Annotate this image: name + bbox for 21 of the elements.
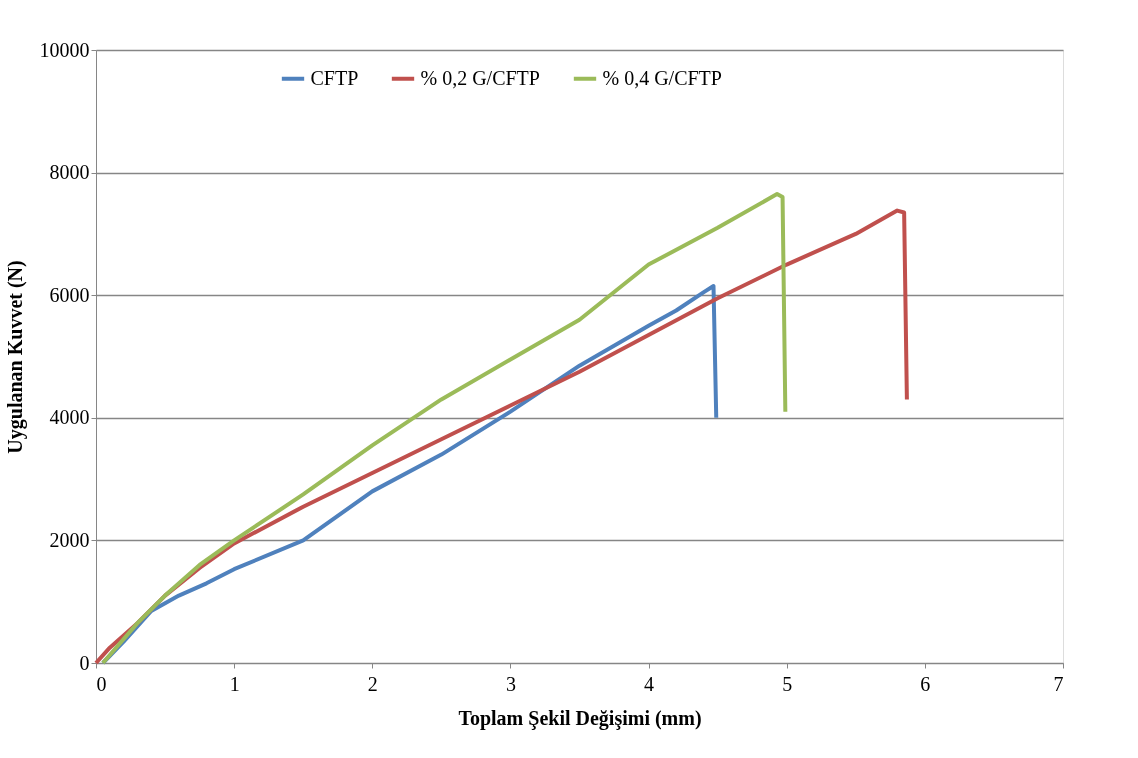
y-tick-label: 10000 [39,38,90,61]
x-tick-label: 2 [367,672,378,695]
legend-label: CFTP [310,66,359,89]
x-tick-label: 5 [782,672,793,695]
legend-label: % 0,2 G/CFTP [420,66,540,89]
x-tick-label: 4 [644,672,655,695]
x-tick-label: 3 [505,672,516,695]
line-series [94,208,909,665]
x-tick-label: 7 [1053,672,1064,695]
x-tick-label: 6 [920,672,931,695]
x-tick-label: 1 [229,672,240,695]
y-tick-label: 4000 [49,406,90,429]
line-series [100,192,788,665]
y-tick-label: 0 [79,651,90,674]
y-tick-label: 2000 [49,528,90,551]
x-axis-title: Toplam Şekil Değişimi (mm) [458,706,702,730]
x-tick-label: 0 [96,672,107,695]
y-tick-label: 6000 [49,283,90,306]
y-axis-title: Uygulanan Kuvvet (N) [3,260,27,454]
legend-label: % 0,4 G/CFTP [602,66,722,89]
y-tick-label: 8000 [49,161,90,184]
